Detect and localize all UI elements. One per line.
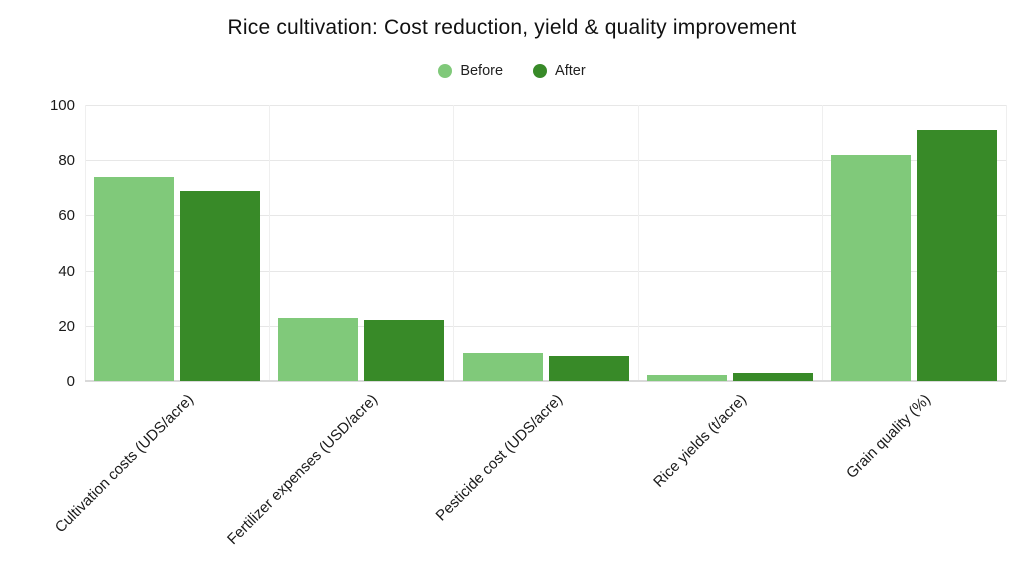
x-axis-line: [85, 380, 1006, 382]
x-axis-label-3: Rice yields (t/acre): [649, 391, 750, 491]
gridline-y-40: [85, 270, 1006, 272]
gridline-x-0: [85, 105, 86, 381]
gridline-x-4: [821, 105, 823, 381]
gridline-y-100: [85, 105, 1006, 106]
bar-before-0: [94, 176, 175, 381]
bar-before-2: [462, 353, 543, 381]
y-tick-label-40: 40: [58, 262, 75, 280]
gridline-y-60: [85, 215, 1006, 217]
legend-dot-before-icon: [438, 64, 453, 78]
x-axis-label-1: Fertilizer expenses (USD/acre): [224, 391, 382, 549]
y-tick-label-60: 60: [58, 207, 75, 225]
x-axis-label-4: Grain quality (%): [842, 391, 934, 483]
y-tick-label-20: 20: [58, 317, 75, 335]
legend-item-after[interactable]: After: [533, 63, 586, 79]
gridline-x-2: [453, 105, 455, 381]
legend-dot-after-icon: [533, 64, 548, 78]
gridline-x-3: [637, 105, 639, 381]
gridline-x-1: [269, 105, 271, 381]
bar-after-4: [916, 129, 997, 381]
y-tick-label-100: 100: [49, 97, 75, 114]
chart-title: Rice cultivation: Cost reduction, yield …: [227, 16, 797, 39]
bar-after-3: [732, 373, 813, 381]
plot-area: [85, 105, 1007, 382]
bar-before-3: [646, 374, 727, 381]
legend-label-after: After: [555, 63, 586, 79]
y-tick-label-0: 0: [66, 373, 75, 390]
gridline-y-20: [85, 325, 1006, 327]
x-axis-label-0: Cultivation costs (UDS/acre): [51, 391, 198, 537]
bar-before-1: [278, 317, 359, 381]
legend-item-before[interactable]: Before: [438, 63, 503, 79]
bar-after-0: [180, 190, 261, 381]
y-tick-label-80: 80: [58, 152, 75, 170]
bar-before-4: [830, 154, 911, 381]
gridline-y-80: [85, 160, 1006, 162]
bar-after-1: [364, 320, 445, 381]
bar-after-2: [548, 356, 629, 381]
gridline-x-5: [1006, 105, 1007, 381]
legend-label-before: Before: [460, 63, 504, 79]
legend: Before After: [0, 63, 1024, 79]
x-axis-label-2: Pesticide cost (UDS/acre): [432, 391, 566, 525]
